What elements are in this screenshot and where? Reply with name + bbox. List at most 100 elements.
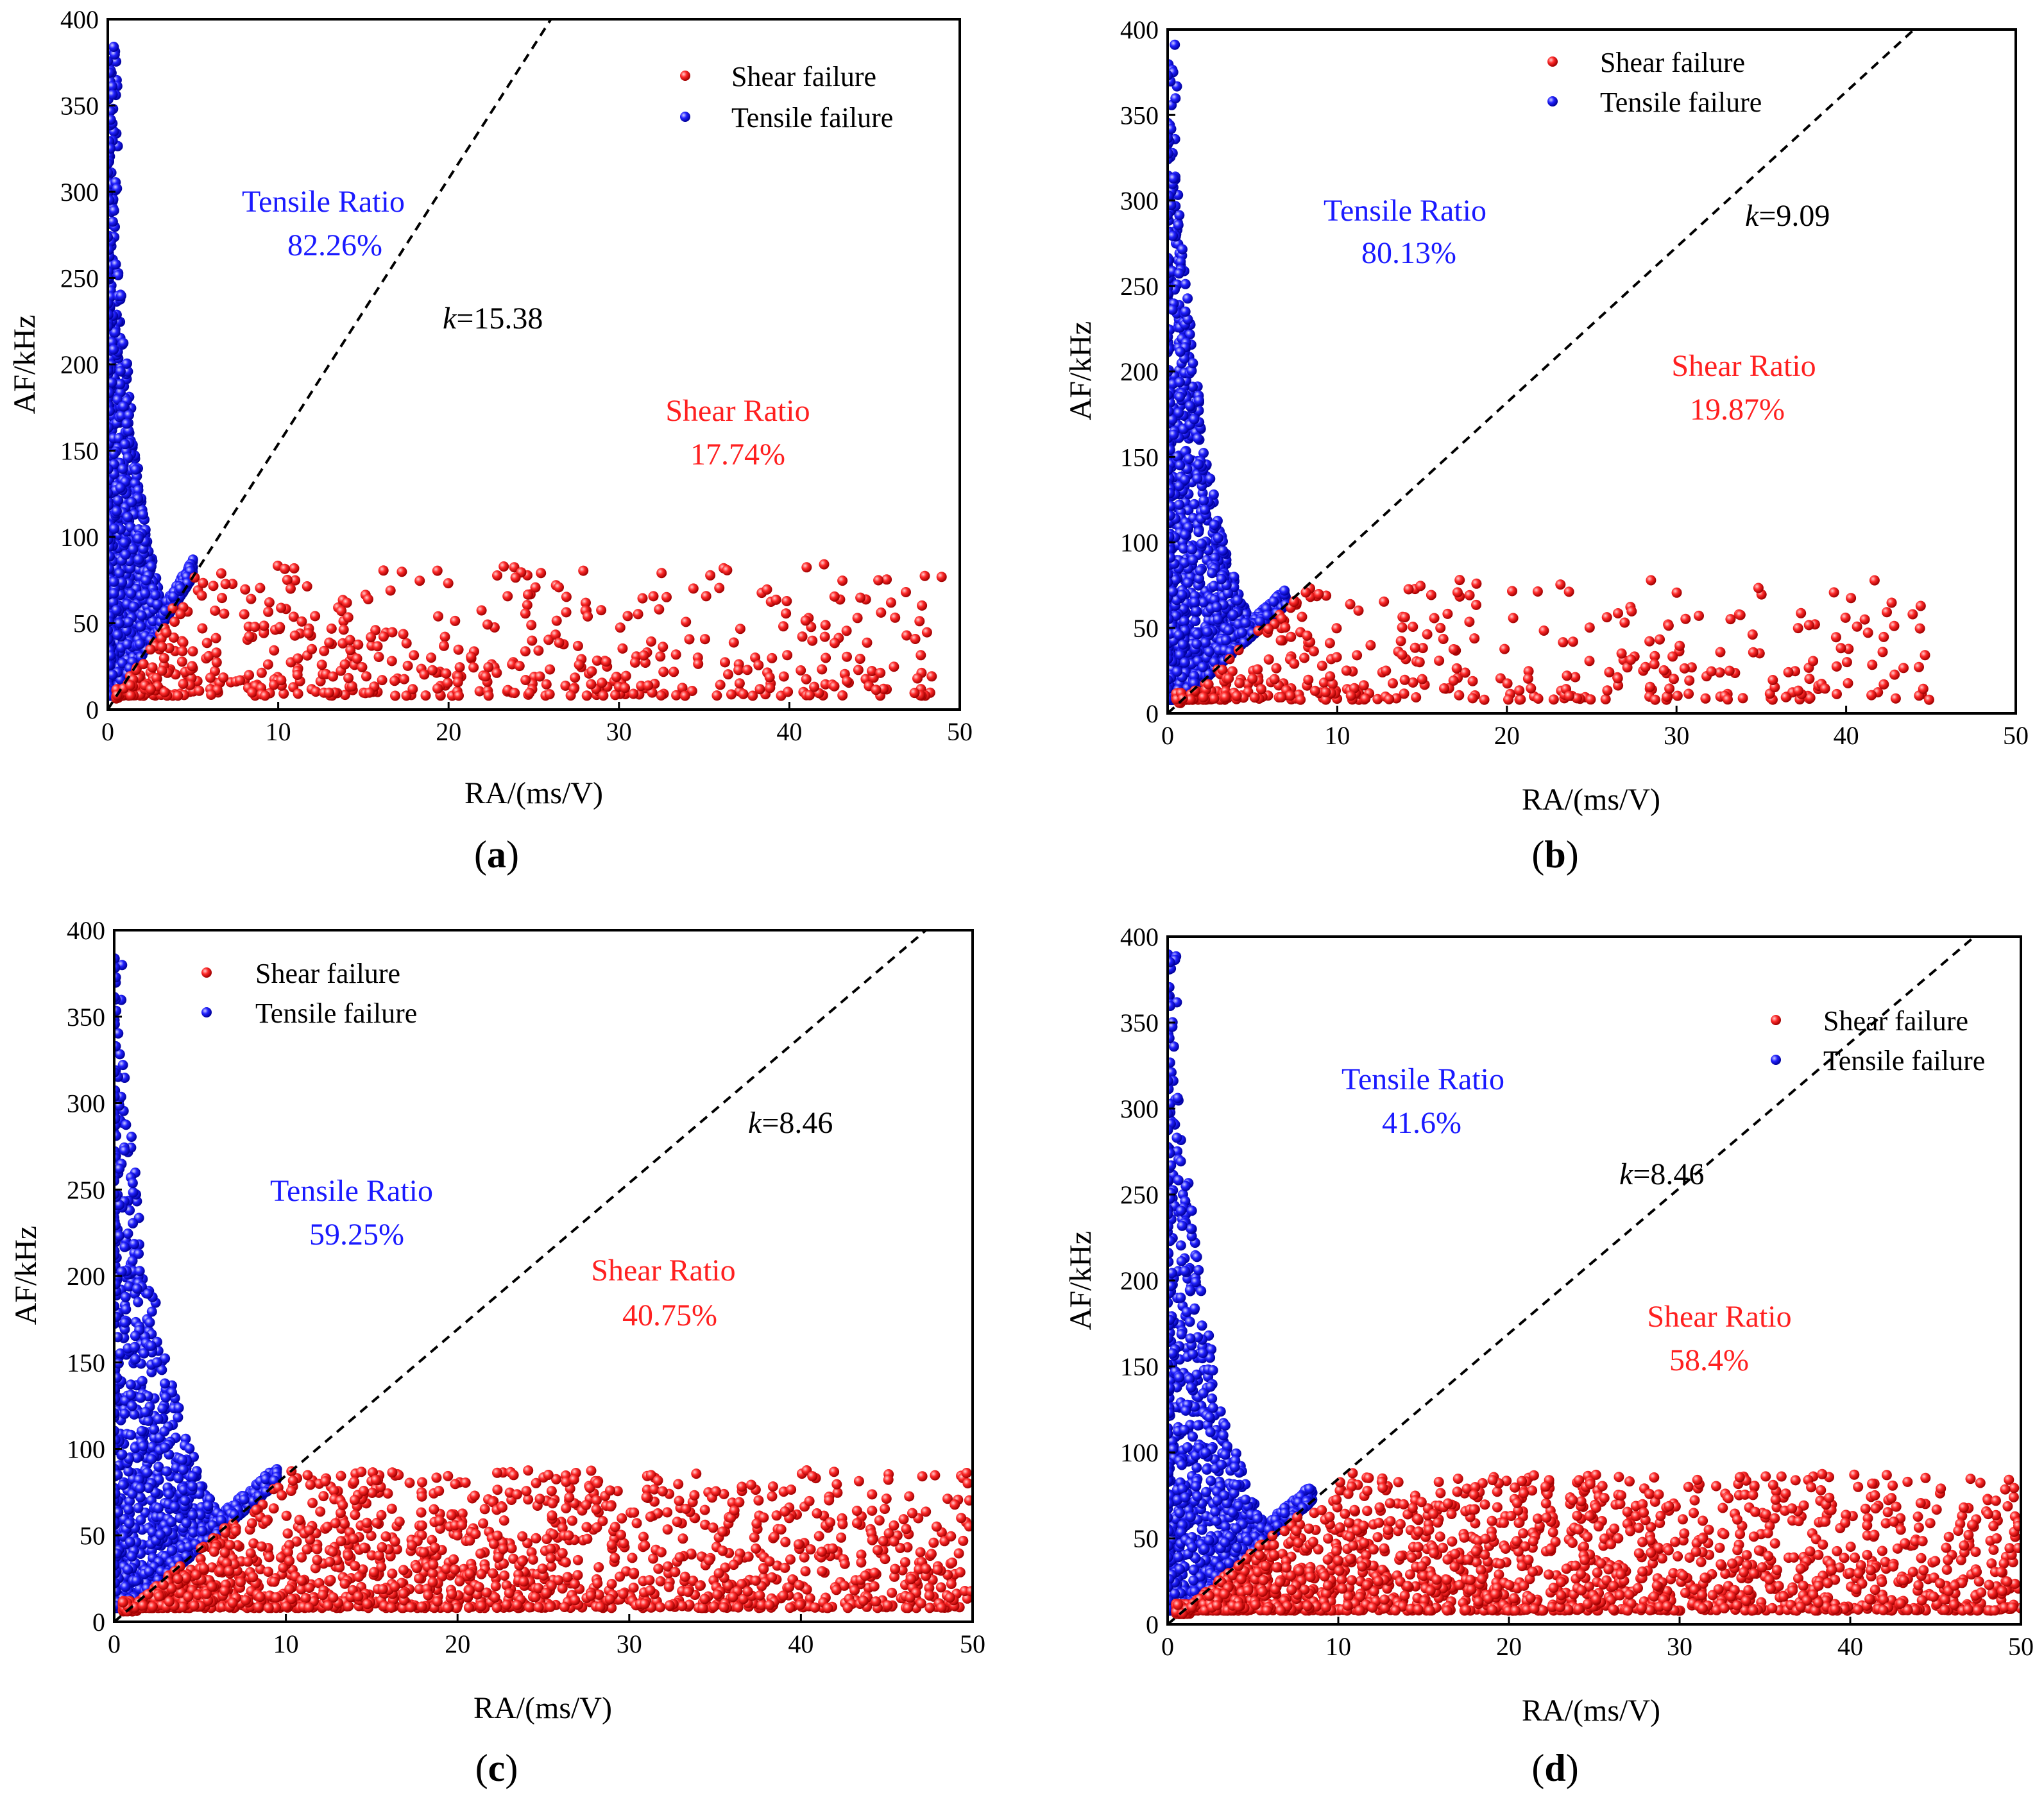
panel-c-tensile-point	[114, 1028, 124, 1039]
panel-a-shear-point	[534, 671, 545, 682]
panel-b-tensile-point	[1175, 460, 1186, 471]
panel-a-shear-point	[246, 593, 257, 604]
panel-b-ytick-label: 200	[1120, 357, 1159, 386]
panel-b-shear-point	[1434, 655, 1445, 666]
panel-b-shear-point	[1672, 690, 1683, 701]
panel-a-tensile-point	[108, 650, 116, 661]
panel-a-shear-point	[454, 662, 465, 673]
panel-a-shear-point	[125, 680, 136, 691]
panel-a-tensile-point	[110, 327, 121, 338]
panel-a-shear-point	[187, 646, 198, 657]
panel-b-shear-point	[1422, 629, 1433, 640]
panel-a-ytick-label: 100	[60, 523, 99, 552]
panel-a-ytick-label: 400	[60, 5, 99, 34]
panel-b-ytick-label: 400	[1120, 15, 1159, 44]
panel-b-shear-point	[1224, 654, 1235, 665]
panel-a-tensile-point	[126, 588, 137, 599]
panel-b-tensile-point	[1177, 639, 1188, 650]
panel-a-shear-point	[728, 637, 739, 648]
panel-a-shear-point	[285, 583, 296, 594]
panel-a-shear-point	[658, 642, 669, 652]
panel-b-shear-point	[1585, 694, 1596, 705]
panel-b-shear-point	[1448, 675, 1459, 686]
panel-a-shear-point	[439, 631, 450, 642]
panel-b-tensile-point	[1182, 314, 1193, 325]
panel-a-shear-point	[361, 671, 371, 682]
panel-a-shear-point	[648, 591, 659, 602]
panel-b-tensile-point	[1168, 464, 1173, 475]
panel-b-shear-point	[1379, 596, 1390, 607]
panel-a-shear-ratio-value: 17.74%	[690, 438, 785, 472]
panel-b-shear-point	[1671, 587, 1682, 598]
panel-b-shear-point	[1819, 683, 1830, 694]
panel-a-shear-point	[916, 650, 926, 661]
panel-a-tensile-point	[115, 366, 126, 377]
panel-b-tensile-point	[1168, 344, 1175, 355]
panel-a-shear-point	[522, 600, 532, 611]
panel-b-shear-point	[1388, 678, 1398, 689]
panel-a-shear-point	[158, 652, 169, 663]
panel-b-ytick-label: 300	[1120, 187, 1159, 216]
panel-a-shear-point	[817, 664, 828, 675]
panel-b-shear-point	[1448, 644, 1459, 654]
panel-a-shear-point	[454, 690, 464, 701]
panel-a-shear-point	[520, 608, 531, 619]
panel-a-k-symbol: k	[443, 302, 457, 336]
panel-a-shear-point	[196, 590, 207, 601]
panel-b-shear-point	[1223, 673, 1234, 684]
panel-a-shear-point	[255, 583, 266, 593]
panel-a-shear-point	[307, 643, 318, 654]
panel-b-shear-point	[1231, 690, 1242, 701]
panel-b-shear-point	[1280, 622, 1291, 633]
panel-b-shear-point	[1217, 665, 1228, 676]
panel-a-shear-point	[714, 583, 725, 593]
panel-a-shear-point	[536, 568, 547, 579]
panel-b-legend-shear-marker	[1547, 56, 1558, 67]
panel-a-tensile-point	[108, 81, 118, 92]
panel-b-shear-point	[1706, 666, 1717, 677]
panel-b-shear-point	[1649, 694, 1660, 705]
panel-b-tensile-point	[1223, 588, 1234, 599]
panel-a-tensile-point	[116, 410, 127, 421]
panel-a-shear-point	[583, 611, 593, 622]
panel-b-shear-point	[1570, 672, 1581, 683]
panel-a-shear-point	[138, 659, 149, 670]
panel-a-shear-point	[592, 655, 602, 666]
panel-a-shear-point	[638, 650, 649, 661]
panel-b-tensile-point	[1184, 454, 1195, 464]
panel-b-tensile-point	[1168, 552, 1176, 563]
panel-b-shear-point	[1414, 657, 1425, 668]
panel-b-shear-point	[1793, 685, 1803, 696]
panel-a-shear-point	[722, 565, 733, 575]
panel-a-shear-point	[581, 690, 592, 701]
panel-a-shear-point	[474, 686, 485, 697]
panel-a-shear-point	[853, 665, 864, 676]
panel-a-shear-point	[401, 690, 412, 701]
panel-b-shear-point	[1882, 607, 1892, 618]
panel-b-tensile-point	[1168, 304, 1178, 315]
panel-a-shear-point	[216, 568, 226, 579]
panel-b-shear-point	[1918, 683, 1929, 694]
panel-b-tensile-point	[1198, 448, 1209, 459]
panel-a-shear-point	[169, 617, 180, 627]
panel-b-shear-point	[1358, 680, 1369, 691]
panel-b-shear-point	[1331, 623, 1342, 634]
panel-b-tensile-point	[1173, 407, 1184, 418]
panel-a-tensile-point	[121, 418, 132, 429]
panel-b-tensile-point	[1168, 397, 1175, 408]
panel-a-tensile-point	[108, 344, 119, 355]
panel-b-tensile-point	[1223, 625, 1234, 636]
panel-b-shear-point	[1538, 625, 1549, 636]
panel-a-panel-label: (a)	[474, 833, 519, 876]
panel-b-shear-point	[1869, 575, 1880, 586]
panel-a-shear-point	[427, 665, 438, 676]
panel-a-tensile-point	[108, 464, 114, 475]
panel-a-shear-point	[151, 672, 162, 683]
panel-c-tensile-point	[161, 1466, 172, 1477]
panel-a-shear-point	[783, 686, 794, 697]
panel-a-shear-point	[453, 644, 464, 655]
panel-a-shear-point	[341, 597, 352, 608]
panel-b-tensile-point	[1168, 531, 1175, 542]
panel-a-shear-point	[842, 651, 852, 662]
